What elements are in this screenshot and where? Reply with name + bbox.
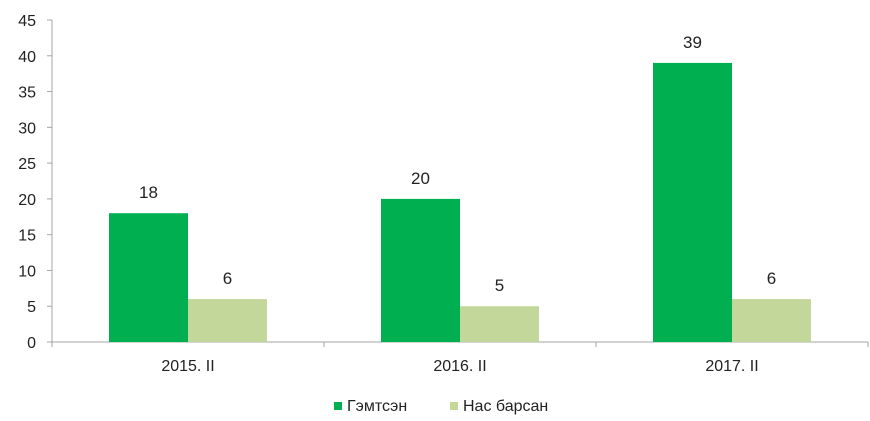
legend-label: Нас барсан	[463, 398, 548, 415]
x-axis: 2015. II 2016. II 2017. II	[51, 341, 869, 375]
data-label: 6	[223, 269, 232, 288]
y-tick-label: 15	[18, 228, 36, 245]
data-label: 39	[683, 33, 702, 52]
legend-swatch	[334, 402, 342, 410]
y-tick-label: 0	[27, 335, 36, 352]
legend: Гэмтсэн Нас барсан	[334, 398, 548, 415]
legend-swatch	[450, 402, 458, 410]
data-label: 20	[411, 169, 430, 188]
x-tick-label: 2015. II	[161, 358, 214, 375]
bar-series-1	[653, 62, 732, 342]
data-labels: 18 6 20 5 39 6	[139, 33, 776, 295]
y-tick-label: 20	[18, 192, 36, 209]
bars	[109, 62, 811, 342]
x-tick-label: 2017. II	[705, 358, 758, 375]
data-label: 5	[495, 276, 504, 295]
y-axis: 0 5 10 15 20 25 30 35 40 45	[18, 13, 53, 352]
bar-series-2	[732, 299, 811, 342]
data-label: 18	[139, 183, 158, 202]
y-tick-label: 45	[18, 13, 36, 30]
x-tick-label: 2016. II	[433, 358, 486, 375]
bar-series-2	[460, 306, 539, 342]
bar-series-1	[381, 198, 460, 342]
y-tick-label: 10	[18, 263, 36, 280]
y-tick-label: 5	[27, 299, 36, 316]
bar-series-2	[188, 299, 267, 342]
legend-label: Гэмтсэн	[347, 398, 407, 415]
y-tick-label: 25	[18, 156, 36, 173]
data-label: 6	[767, 269, 776, 288]
bar-series-1	[109, 213, 188, 342]
y-tick-label: 40	[18, 49, 36, 66]
y-tick-label: 35	[18, 85, 36, 102]
y-tick-label: 30	[18, 120, 36, 137]
